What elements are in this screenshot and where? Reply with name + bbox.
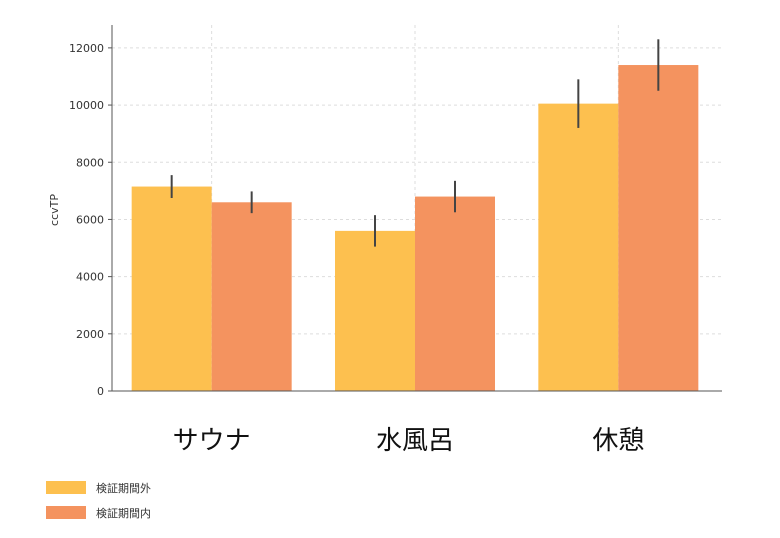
y-tick-label: 4000 — [76, 271, 104, 284]
x-category-labels: サウナ 水風呂 休憩 — [173, 426, 645, 456]
axes — [108, 25, 722, 392]
bar — [415, 196, 495, 391]
bar — [618, 65, 699, 391]
legend-swatch — [46, 506, 86, 519]
bar — [335, 230, 415, 391]
y-axis-label: ccvTP — [48, 194, 61, 226]
bar — [131, 186, 212, 391]
legend-swatch — [46, 481, 86, 494]
x-category-label: サウナ — [173, 426, 251, 456]
y-tick-label: 10000 — [69, 99, 104, 112]
bar — [538, 103, 619, 391]
bar — [211, 202, 292, 391]
y-tick-label: 12000 — [69, 42, 104, 55]
legend-label: 検証期間内 — [96, 506, 151, 520]
y-tick-label: 8000 — [76, 156, 104, 169]
y-tick-labels: 0 2000 4000 6000 8000 10000 12000 — [69, 42, 104, 398]
error-bars-group — [170, 39, 660, 247]
legend-label: 検証期間外 — [96, 481, 151, 495]
y-tick-label: 2000 — [76, 328, 104, 341]
bars-group — [131, 65, 699, 391]
x-category-label: 水風呂 — [376, 426, 454, 456]
y-tick-label: 0 — [97, 385, 104, 398]
y-tick-label: 6000 — [76, 213, 104, 226]
x-category-label: 休憩 — [592, 426, 644, 456]
